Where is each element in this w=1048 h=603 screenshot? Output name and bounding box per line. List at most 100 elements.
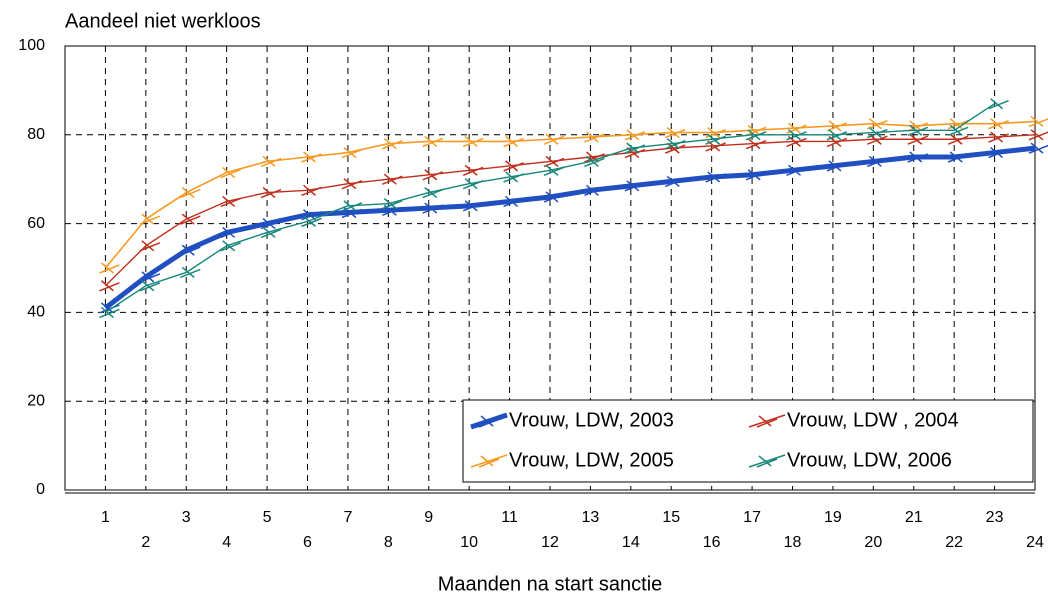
x-axis-label: Maanden na start sanctie (438, 573, 663, 595)
x-tick-label: 20 (864, 534, 882, 551)
point-marker (341, 200, 363, 212)
x-tick-label: 10 (460, 534, 478, 551)
x-tick-label: 1 (101, 509, 110, 526)
y-tick-label: 60 (27, 215, 45, 232)
series-line (105, 103, 995, 313)
point-marker (301, 215, 322, 228)
legend-swatch (470, 454, 508, 468)
legend-marker (756, 415, 778, 428)
chart-title: Aandeel niet werkloos (65, 10, 261, 32)
point-marker (301, 151, 322, 163)
x-tick-label: 12 (541, 534, 559, 551)
point-marker (301, 184, 322, 196)
point-marker (382, 198, 403, 210)
point-marker (584, 131, 605, 143)
point-marker (988, 146, 1009, 159)
point-marker (462, 178, 484, 190)
x-tick-label: 11 (501, 509, 518, 526)
x-tick-label: 19 (824, 509, 842, 526)
point-marker (786, 129, 807, 141)
point-marker (179, 213, 201, 225)
point-marker (99, 280, 120, 292)
point-marker (907, 151, 929, 163)
point-marker (826, 160, 848, 172)
point-marker (907, 133, 929, 145)
x-tick-label: 16 (703, 534, 721, 551)
point-marker (584, 151, 605, 163)
point-marker (341, 146, 363, 159)
legend-label: Vrouw, LDW, 2006 (787, 449, 952, 471)
x-tick-label: 5 (263, 509, 272, 526)
point-marker (826, 120, 848, 132)
legend-box (462, 399, 1034, 483)
point-marker (1028, 142, 1048, 154)
legend-label: Vrouw, LDW, 2005 (509, 449, 674, 471)
point-marker (745, 129, 767, 141)
point-marker (382, 173, 403, 185)
point-marker (624, 180, 646, 192)
point-marker (179, 266, 201, 279)
point-marker (422, 186, 444, 199)
point-marker (664, 138, 686, 150)
point-marker (179, 186, 201, 199)
x-tick-label: 18 (784, 534, 802, 551)
point-marker (947, 133, 969, 145)
point-marker (139, 280, 161, 292)
point-marker (584, 184, 605, 196)
point-marker (826, 129, 848, 141)
point-marker (503, 171, 524, 183)
point-marker (1028, 115, 1048, 128)
x-tick-label: 23 (986, 509, 1004, 526)
point-marker (341, 178, 363, 190)
point-marker (422, 135, 444, 148)
point-marker (99, 262, 120, 274)
legend-swatch (470, 412, 508, 430)
point-marker (705, 133, 726, 145)
legend-swatch (748, 454, 786, 468)
point-marker (988, 118, 1009, 130)
point-marker (584, 155, 605, 168)
series-line (103, 145, 1036, 310)
point-marker (422, 169, 444, 181)
point-marker (260, 226, 282, 239)
point-marker (462, 135, 484, 148)
point-marker (139, 240, 161, 252)
x-tick-label: 2 (141, 534, 150, 551)
point-marker (624, 129, 646, 141)
legend-marker (756, 455, 778, 468)
point-marker (988, 98, 1009, 110)
point-marker (867, 118, 888, 130)
x-tick-label: 24 (1026, 534, 1044, 551)
legend-label: Vrouw, LDW, 2003 (509, 409, 674, 431)
point-marker (745, 138, 767, 150)
point-marker (139, 213, 161, 225)
point-marker (745, 169, 767, 181)
legend-marker (478, 415, 500, 428)
point-marker (260, 218, 282, 230)
x-tick-label: 4 (222, 534, 231, 551)
x-tick-label: 21 (905, 509, 923, 526)
point-marker (503, 195, 524, 208)
x-tick-label: 8 (384, 534, 393, 551)
point-marker (179, 244, 201, 256)
point-marker (664, 175, 686, 188)
point-marker (624, 142, 646, 154)
legend-marker (478, 455, 500, 468)
x-tick-label: 13 (582, 509, 600, 526)
point-marker (907, 124, 929, 137)
point-marker (947, 151, 969, 163)
legend-swatch (748, 414, 786, 428)
y-tick-label: 0 (36, 481, 45, 498)
point-marker (503, 160, 524, 172)
point-marker (220, 226, 241, 239)
x-tick-label: 3 (182, 509, 191, 526)
point-marker (988, 131, 1009, 143)
point-marker (543, 155, 565, 168)
x-tick-label: 9 (424, 509, 433, 526)
point-marker (220, 240, 241, 252)
point-marker (705, 171, 726, 183)
x-tick-label: 22 (945, 534, 963, 551)
y-tick-label: 100 (18, 37, 45, 54)
point-marker (543, 164, 565, 177)
